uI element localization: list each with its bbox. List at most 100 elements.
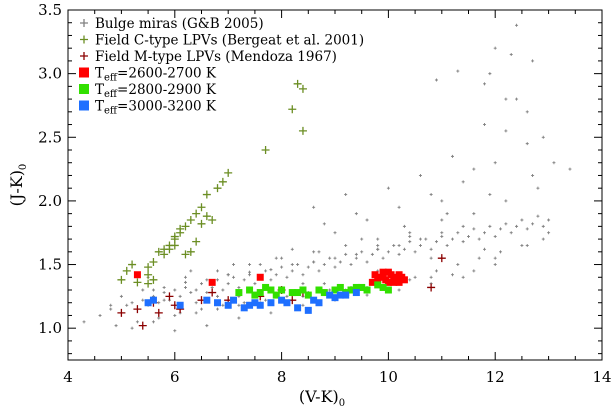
data-point bbox=[290, 269, 294, 273]
data-point bbox=[117, 275, 126, 284]
data-point bbox=[467, 235, 470, 239]
data-point bbox=[408, 240, 412, 244]
data-point bbox=[493, 46, 497, 50]
data-point bbox=[192, 237, 201, 246]
data-point bbox=[285, 275, 289, 279]
data-point bbox=[360, 250, 364, 254]
data-point bbox=[333, 256, 337, 260]
data-point bbox=[144, 263, 153, 272]
data-point bbox=[230, 296, 238, 304]
data-point bbox=[472, 212, 476, 216]
data-point bbox=[547, 218, 551, 222]
data-point bbox=[520, 243, 524, 247]
data-point bbox=[170, 241, 179, 250]
data-point bbox=[272, 291, 280, 299]
data-point bbox=[221, 303, 225, 307]
legend-swatch bbox=[79, 67, 89, 78]
data-point bbox=[181, 250, 190, 259]
data-point bbox=[440, 218, 444, 222]
data-point bbox=[138, 321, 147, 330]
data-point bbox=[326, 291, 334, 299]
legend-item-3: Teff=2600-2700 K bbox=[79, 66, 217, 84]
data-point bbox=[202, 190, 211, 199]
legend-item-2: Field M-type LPVs (Mendoza 1967) bbox=[80, 49, 337, 65]
data-point bbox=[536, 186, 540, 190]
data-point bbox=[176, 301, 184, 309]
data-point bbox=[283, 299, 291, 307]
data-point bbox=[194, 301, 198, 305]
data-point bbox=[504, 97, 508, 101]
data-point bbox=[189, 291, 193, 295]
data-point bbox=[531, 173, 535, 177]
data-point bbox=[117, 308, 126, 317]
y-tick-label: 1.5 bbox=[38, 256, 62, 274]
data-point bbox=[384, 286, 392, 294]
legend-swatch bbox=[80, 19, 88, 27]
data-point bbox=[141, 288, 145, 292]
data-point bbox=[154, 308, 163, 317]
data-point bbox=[312, 205, 316, 209]
legend-swatch bbox=[80, 52, 88, 60]
x-tick-label: 6 bbox=[170, 368, 180, 386]
data-point bbox=[384, 268, 392, 276]
legend-item-1: Field C-type LPVs (Bergeat et al. 2001) bbox=[80, 33, 364, 49]
data-point bbox=[358, 283, 366, 291]
data-point bbox=[128, 260, 137, 269]
data-point bbox=[144, 270, 153, 279]
data-point bbox=[218, 177, 227, 186]
data-point bbox=[525, 110, 529, 114]
data-point bbox=[183, 285, 187, 289]
series-1 bbox=[117, 79, 307, 288]
data-point bbox=[202, 212, 211, 221]
data-point bbox=[456, 231, 460, 235]
data-point bbox=[365, 218, 369, 222]
data-point bbox=[119, 294, 123, 298]
legend: Bulge miras (G&B 2005)Field C-type LPVs … bbox=[79, 16, 364, 117]
data-point bbox=[304, 291, 312, 299]
data-point bbox=[445, 212, 449, 216]
x-axis-label: (V-K)0 bbox=[299, 387, 345, 409]
data-point bbox=[477, 237, 481, 241]
data-point bbox=[483, 123, 487, 127]
data-point bbox=[320, 289, 328, 297]
data-point bbox=[269, 268, 273, 272]
legend-swatch bbox=[79, 100, 89, 111]
data-point bbox=[547, 231, 551, 235]
data-point bbox=[499, 250, 503, 254]
data-point bbox=[208, 278, 216, 286]
data-point bbox=[504, 222, 508, 226]
data-point bbox=[525, 243, 529, 247]
data-point bbox=[333, 265, 337, 269]
data-point bbox=[461, 180, 465, 184]
data-point bbox=[170, 232, 179, 241]
data-point bbox=[360, 237, 364, 241]
data-point bbox=[371, 271, 379, 279]
y-tick-label: 1.0 bbox=[38, 319, 62, 337]
data-point bbox=[290, 263, 294, 267]
y-tick-label: 3.0 bbox=[38, 65, 62, 83]
data-point bbox=[504, 199, 508, 203]
data-point bbox=[397, 243, 401, 247]
data-point bbox=[365, 260, 369, 264]
data-point bbox=[298, 126, 307, 135]
data-point bbox=[368, 278, 376, 286]
data-point bbox=[261, 146, 270, 154]
data-point bbox=[328, 288, 332, 292]
data-point bbox=[429, 256, 433, 260]
data-point bbox=[274, 273, 278, 277]
data-point bbox=[162, 291, 166, 295]
data-point bbox=[381, 256, 385, 260]
data-point bbox=[301, 273, 305, 277]
data-point bbox=[418, 243, 422, 247]
data-point bbox=[477, 256, 481, 260]
data-point bbox=[183, 275, 187, 279]
data-point bbox=[301, 282, 305, 286]
data-point bbox=[232, 263, 236, 267]
data-point bbox=[160, 250, 169, 259]
data-point bbox=[280, 256, 284, 260]
data-point bbox=[483, 82, 487, 86]
data-point bbox=[157, 301, 161, 305]
data-point bbox=[290, 247, 294, 251]
data-point bbox=[429, 247, 433, 251]
